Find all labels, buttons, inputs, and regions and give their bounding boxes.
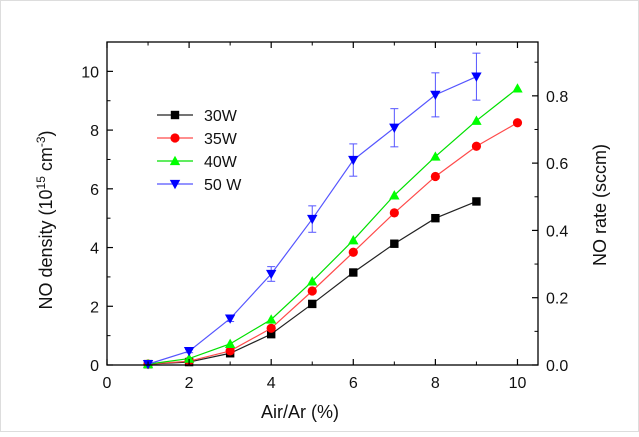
y-title-exp2: -3 [34, 136, 48, 147]
y-left-tick-label-2: 4 [90, 241, 99, 258]
y-title-prefix: NO density (10 [36, 189, 56, 309]
y-title-suffix: ) [36, 130, 56, 136]
data-point-3-8 [471, 72, 482, 82]
axis-layer: 0 2 4 6 8 10 0 2 4 6 8 10 0.0 0.2 0.4 0.6 0.8 [81, 41, 568, 392]
data-point-1-6 [389, 208, 399, 218]
data-point-3-6 [389, 123, 400, 133]
legend-label-0: 30W [204, 108, 238, 125]
y-right-tick-label-2: 0.4 [546, 223, 568, 240]
data-point-0-4 [308, 299, 317, 309]
data-point-2-8 [471, 115, 482, 125]
data-point-1-7 [430, 171, 440, 182]
data-point-2-2 [224, 338, 236, 349]
data-point-3-4 [307, 214, 318, 225]
x-tick-label-5: 10 [509, 375, 527, 392]
data-point-2-5 [348, 235, 359, 245]
data-point-2-7 [430, 151, 441, 161]
data-point-1-4 [307, 286, 317, 296]
data-point-0-7 [431, 213, 440, 223]
data-point-3-7 [430, 90, 441, 101]
y-right-tick-label-4: 0.8 [546, 89, 568, 106]
y-left-tick-label-1: 2 [90, 299, 99, 316]
y-title-exp1: 15 [34, 176, 48, 190]
legend-label-1: 35W [204, 131, 238, 148]
data-point-3-5 [348, 155, 359, 166]
y-left-tick-label-0: 0 [90, 358, 99, 375]
data-point-3-2 [224, 314, 236, 324]
y-title-mid: cm [36, 147, 56, 176]
y-left-tick-label-4: 8 [90, 123, 99, 140]
data-point-0-3 [266, 329, 276, 339]
data-point-1-8 [471, 141, 482, 151]
data-point-0-6 [390, 239, 399, 248]
data-point-0-5 [349, 268, 358, 277]
data-point-3-3 [265, 269, 277, 280]
data-point-1-9 [512, 118, 523, 128]
data-point-1-5 [348, 247, 358, 257]
y-left-tick-label-5: 10 [81, 64, 99, 81]
x-tick-label-3: 6 [349, 375, 358, 392]
data-point-0-8 [472, 197, 481, 206]
legend-label-3: 50 W [204, 177, 242, 194]
x-tick-label-2: 4 [267, 375, 276, 392]
data-point-2-3 [265, 314, 277, 324]
y-axis-title-left: NO density (1015 cm-3) [34, 130, 56, 309]
data-point-2-9 [512, 83, 523, 93]
y-right-tick-label-0: 0.0 [546, 358, 568, 375]
data-point-1-2 [225, 346, 235, 356]
legend-label-2: 40W [204, 154, 238, 171]
y-right-tick-label-3: 0.6 [546, 156, 568, 173]
data-point-2-6 [389, 190, 400, 200]
data-point-3-1 [183, 347, 195, 357]
legend: 30W 35W 40W 50 W [157, 108, 242, 194]
legend-marker-3 [169, 179, 181, 190]
legend-marker-1 [170, 133, 180, 143]
x-axis-title: Air/Ar (%) [261, 402, 339, 422]
legend-marker-0 [170, 110, 180, 120]
data-point-2-1 [183, 353, 195, 363]
x-tick-label-4: 8 [431, 375, 440, 392]
y-axis-title-right: NO rate (sccm) [590, 144, 610, 266]
y-left-tick-label-3: 6 [90, 182, 99, 199]
x-tick-label-1: 2 [185, 375, 194, 392]
series-line-1 [148, 122, 518, 365]
series-line-2 [147, 87, 518, 365]
plot-frame [106, 41, 539, 366]
legend-marker-2 [169, 155, 181, 166]
data-point-2-4 [307, 276, 318, 286]
data-point-1-3 [266, 323, 276, 333]
y-right-tick-label-1: 0.2 [546, 291, 568, 308]
x-tick-label-0: 0 [103, 375, 112, 392]
